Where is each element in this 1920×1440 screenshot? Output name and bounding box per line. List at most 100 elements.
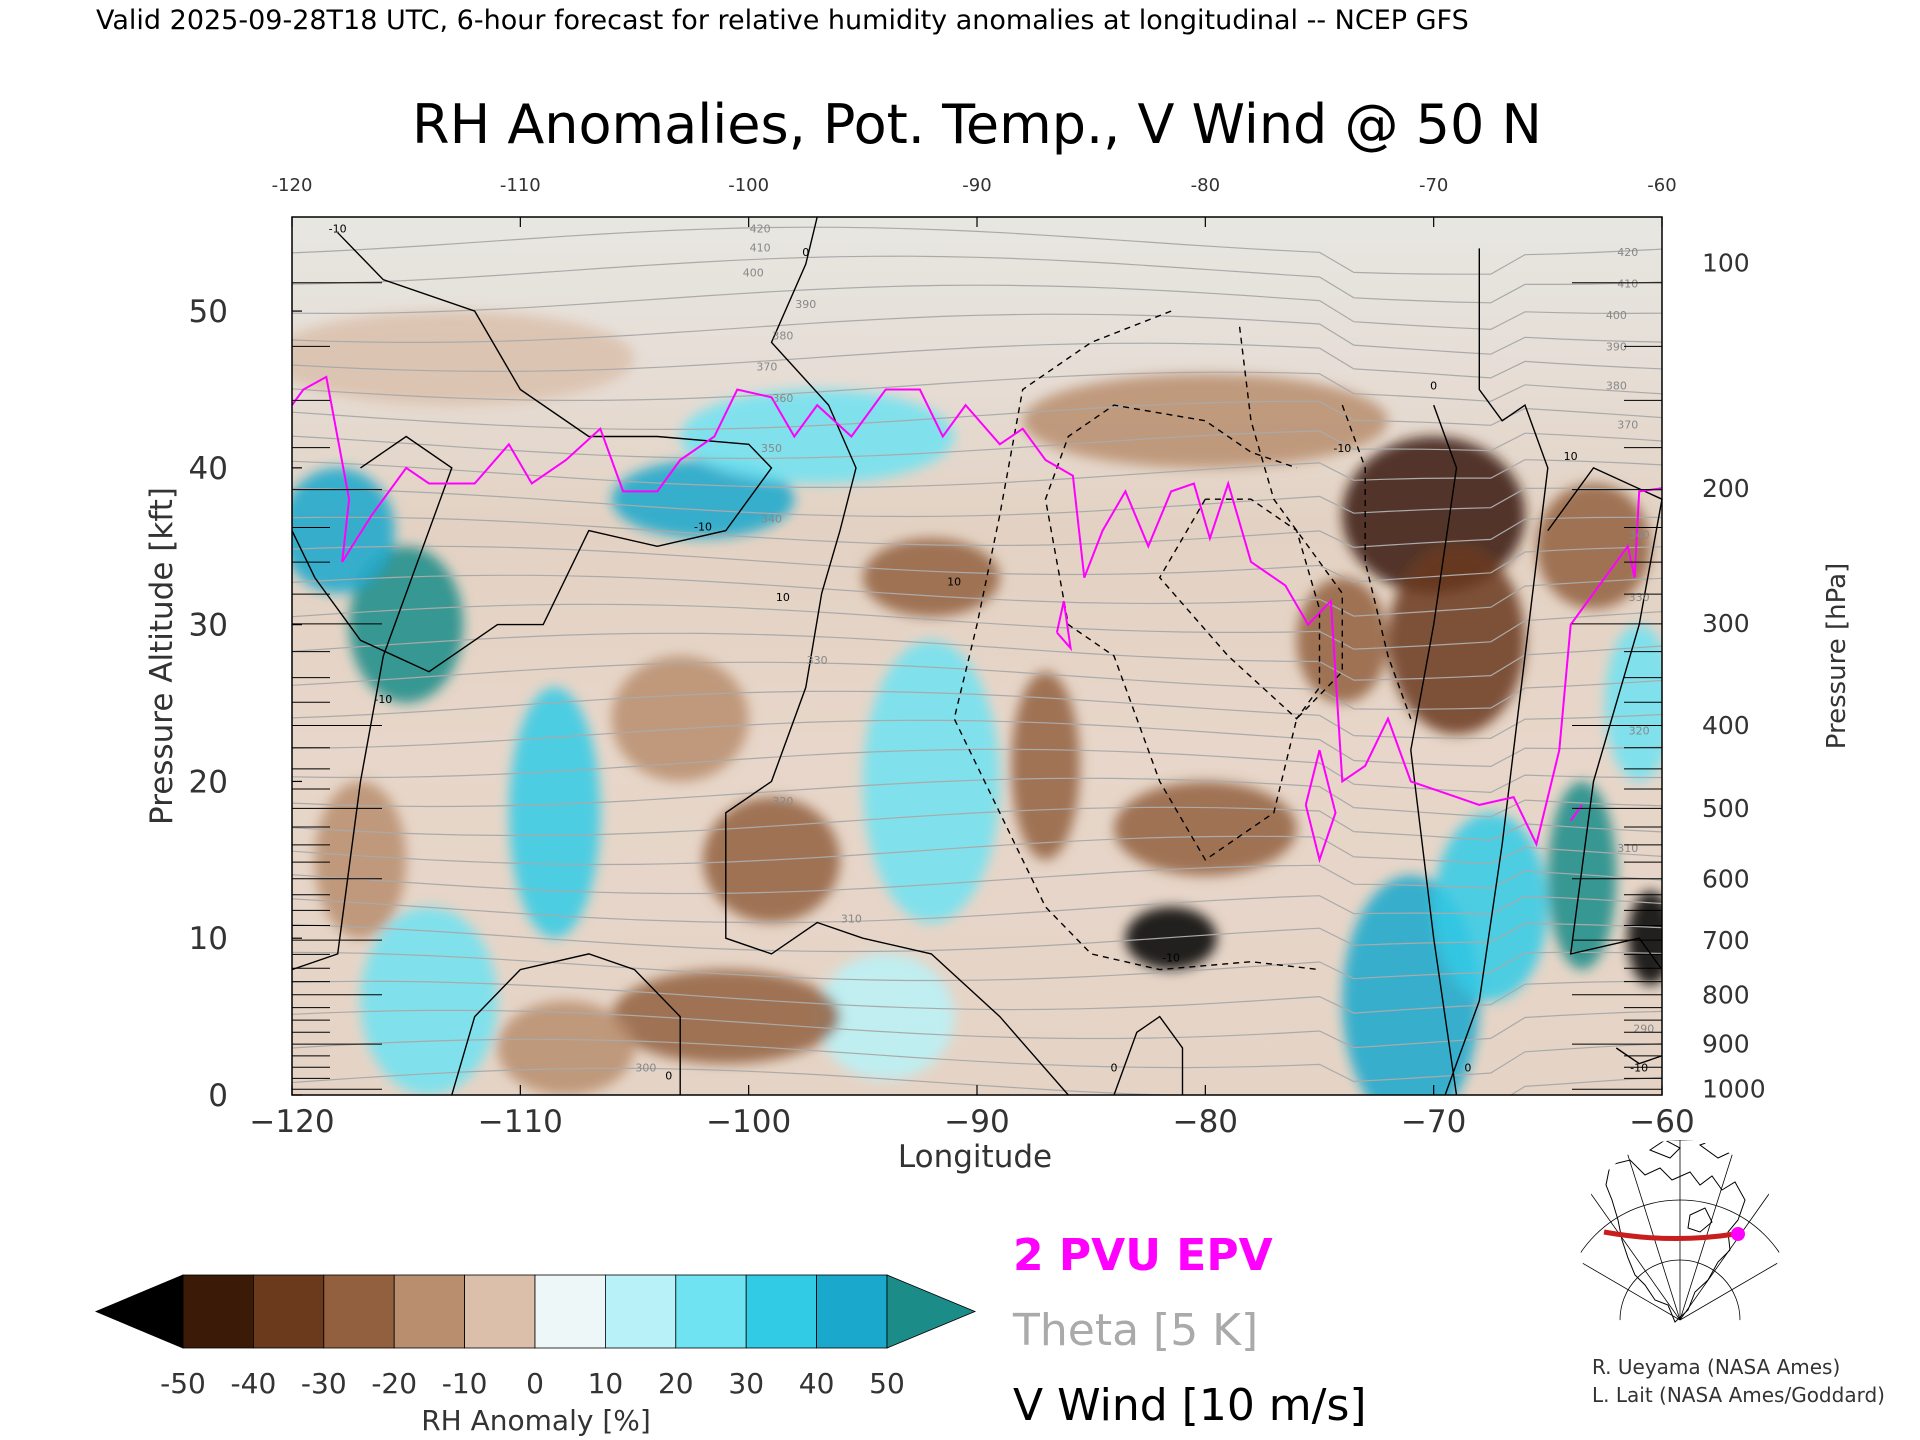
theta-line [292,545,1662,583]
rh-blob [1547,781,1617,970]
theta-line [292,806,1662,841]
x-tick-label: −60 [1629,1104,1694,1140]
theta-label: 320 [772,795,793,808]
plot-area: 420 410 400 390 380 370 360 350 340 330 320 310 300 4… [291,216,1663,1096]
colorbar-under-arrow [94,1274,184,1349]
colorbar-tick-label: 10 [588,1367,624,1400]
vwind-line [1615,1047,1662,1065]
colorbar-segment [252,1274,325,1349]
rh-blob [1296,577,1389,704]
vwind-label: -10 [329,223,347,236]
rh-blob [611,969,840,1064]
colorbar-segment [534,1274,606,1349]
credit-line-2: L. Lait (NASA Ames/Goddard) [1592,1383,1885,1407]
rh-blob [349,546,464,704]
y-axis-label-left: Pressure Altitude [kft] [144,487,180,825]
vwind-line [1341,404,1412,719]
theta-line [292,661,1662,710]
vwind-label: 0 [1111,1061,1118,1074]
y-tick-label: 40 [189,451,228,487]
vwind-line [292,435,453,971]
vwind-line [1044,326,1343,861]
legend-epv: 2 PVU EPV [1013,1230,1273,1281]
x-tick-label: −70 [1401,1104,1466,1140]
x-tick-label: −110 [478,1104,563,1140]
header-text: Valid 2025-09-28T18 UTC, 6-hour forecast… [96,5,1469,36]
y-axis-ticks: 0 10 20 30 40 50 [189,294,302,1114]
vwind-label: 10 [776,591,790,604]
rh-blob [1536,483,1651,609]
theta-label: 340 [1629,528,1650,541]
pressure-tick-label: 800 [1702,981,1750,1010]
rh-blob [314,781,407,939]
theta-label: 320 [1629,724,1650,737]
rh-blob [292,311,635,406]
theta-label: 340 [761,513,782,526]
colorbar-tick-label: -10 [442,1367,488,1400]
theta-label: 350 [761,442,782,455]
vwind-line [292,232,773,673]
vwind-line [1158,498,1321,720]
y-tick-label: 10 [189,921,228,957]
vwind-label: 0 [665,1069,672,1082]
rh-blob [360,906,498,1095]
rh-blob [1114,781,1297,876]
theta-line [292,603,1662,650]
y-axis-label-right: Pressure [hPa] [1822,563,1852,750]
colorbar-segment [675,1274,747,1349]
theta-line [292,719,1662,768]
theta-label: 330 [1629,591,1650,604]
top-tick-label: -70 [1419,175,1448,196]
theta-label: 370 [1617,419,1638,432]
theta-label: 400 [743,267,764,280]
rh-blob [508,687,601,939]
theta-label: 300 [635,1061,656,1074]
colorbar-segment [182,1274,254,1349]
rh-blob [497,1000,635,1095]
theta-label: 290 [1633,1022,1654,1035]
rh-blob [611,656,749,782]
theta-line [292,835,1662,866]
vwind-line [1547,467,1662,971]
theta-line [292,1038,1662,1083]
vwind-contours [292,217,1662,1095]
theta-label: 310 [841,913,862,926]
top-tick-label: -80 [1191,175,1220,196]
vwind-line [451,953,681,1095]
rh-blob [292,467,395,594]
colorbar-segment [393,1274,466,1349]
vwind-label: -10 [374,693,392,706]
theta-label: 400 [1606,309,1627,322]
pressure-tick-label: 200 [1702,474,1750,503]
rh-blob [817,953,955,1080]
theta-line [292,574,1662,617]
theta-line [292,516,1662,549]
rh-blob [1022,373,1388,468]
map-track [1603,1229,1736,1242]
theta-line [292,864,1662,895]
theta-line [292,400,1662,431]
vwind-label: 10 [947,575,961,588]
theta-label: 370 [756,361,777,374]
pressure-axis-ticks: 1000 900 800 700 600 500 400 300 200 100 [1702,248,1766,1103]
theta-line [292,777,1662,818]
theta-line [292,371,1662,402]
pressure-tick-label: 500 [1702,794,1750,823]
colorbar-tick-label: 20 [658,1367,694,1400]
vwind-label: 0 [1430,379,1437,392]
theta-label: 390 [795,298,816,311]
contour-labels: 420 410 400 390 380 370 360 350 340 330 320 310 300 4… [329,223,1655,1083]
pressure-tick-label: 900 [1702,1029,1750,1058]
x-tick-label: −90 [944,1104,1009,1140]
rh-blob [611,460,795,539]
theta-line [292,1009,1662,1049]
top-tick-label: -110 [500,175,541,196]
y-tick-label: 30 [189,608,228,644]
pressure-tick-label: 300 [1702,609,1750,638]
theta-line [292,255,1662,304]
colorbar-tick-label: -40 [231,1367,277,1400]
theta-line [292,980,1662,1014]
top-tick-label: -90 [962,175,991,196]
top-tick-label: -120 [272,175,313,196]
